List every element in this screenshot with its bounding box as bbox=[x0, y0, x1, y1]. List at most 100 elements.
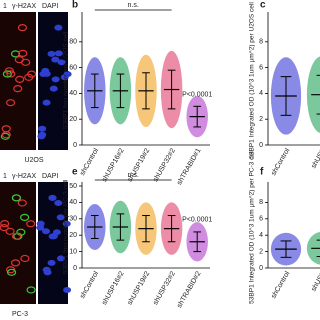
x-tick-label: shUSP32#2 bbox=[152, 147, 177, 183]
nucleus bbox=[48, 233, 57, 240]
x-tick-label: shUSP bbox=[310, 270, 320, 293]
panel-label: e bbox=[72, 167, 78, 178]
nucleus bbox=[57, 59, 66, 66]
y-tick-label: 8 bbox=[259, 199, 263, 206]
nucleus bbox=[11, 194, 21, 202]
marker-label: γ-H2AX bbox=[12, 173, 36, 180]
y-tick-label: 0 bbox=[259, 142, 263, 149]
nucleus bbox=[20, 213, 30, 221]
x-tick-label: shControl bbox=[79, 270, 100, 300]
x-tick-label: shUSP16#2 bbox=[101, 147, 126, 183]
nucleus bbox=[49, 85, 58, 92]
cell-line-label: U2OS bbox=[24, 157, 43, 164]
nucleus bbox=[17, 199, 27, 207]
image-panel bbox=[38, 182, 68, 304]
y-tick-label: 20 bbox=[69, 116, 77, 123]
nucleus bbox=[20, 254, 30, 263]
x-tick-label: shControl bbox=[79, 147, 100, 177]
nucleus bbox=[38, 131, 47, 138]
nucleus bbox=[5, 99, 16, 107]
nucleus bbox=[36, 224, 45, 231]
nucleus bbox=[15, 75, 25, 83]
nucleus bbox=[26, 286, 36, 294]
x-tick-label: shUSP32#2 bbox=[152, 270, 177, 306]
nucleus bbox=[41, 67, 50, 74]
y-tick-label: 80 bbox=[69, 39, 77, 46]
nucleus bbox=[42, 99, 51, 106]
y-tick-label: 60 bbox=[69, 64, 77, 71]
x-tick-label: shUSP bbox=[310, 147, 320, 170]
image-panel bbox=[0, 12, 36, 150]
nucleus bbox=[62, 220, 71, 227]
nucleus bbox=[4, 67, 14, 75]
y-tick-label: 30 bbox=[69, 216, 77, 223]
nucleus bbox=[48, 194, 57, 201]
x-tick-label: shControl bbox=[270, 270, 291, 300]
nucleus bbox=[24, 73, 34, 81]
nucleus bbox=[0, 220, 10, 228]
stain-label: DAPI bbox=[42, 3, 58, 10]
nucleus bbox=[54, 50, 63, 57]
annotation: n.s. bbox=[128, 172, 139, 179]
y-tick-label: 2 bbox=[259, 116, 263, 123]
y-tick-label: 6 bbox=[259, 64, 263, 71]
y-tick-label: 6 bbox=[259, 216, 263, 223]
nucleus bbox=[47, 50, 56, 57]
nucleus bbox=[13, 85, 23, 93]
nucleus bbox=[1, 131, 11, 139]
y-tick-label: 40 bbox=[69, 199, 77, 206]
nucleus bbox=[26, 220, 36, 228]
nucleus bbox=[42, 228, 51, 235]
nucleus bbox=[21, 58, 31, 66]
nucleus bbox=[56, 255, 65, 262]
y-tick-label: 4 bbox=[259, 90, 263, 97]
nucleus bbox=[51, 56, 60, 63]
nucleus bbox=[54, 24, 63, 31]
y-tick-label: 50 bbox=[69, 183, 77, 190]
annotation: n.s. bbox=[128, 2, 139, 9]
panel-label: f bbox=[260, 167, 264, 178]
y-tick-label: 20 bbox=[69, 232, 77, 239]
nucleus bbox=[51, 76, 60, 83]
nucleus bbox=[47, 259, 56, 266]
x-tick-label: shTRABID#2 bbox=[176, 270, 203, 309]
x-tick-label: shUSP19#2 bbox=[127, 270, 152, 306]
column-number: 1 bbox=[3, 3, 7, 10]
y-tick-label: 0 bbox=[73, 142, 77, 149]
y-tick-label: 0 bbox=[259, 265, 263, 272]
y-tick-label: 2 bbox=[259, 248, 263, 255]
stain-label: DAPI bbox=[42, 173, 58, 180]
nucleus bbox=[56, 214, 65, 221]
nucleus bbox=[43, 269, 52, 276]
nucleus bbox=[18, 49, 28, 57]
y-tick-label: 0 bbox=[73, 265, 77, 272]
nucleus bbox=[54, 199, 63, 206]
y-tick-label: 4 bbox=[259, 232, 263, 239]
nucleus bbox=[38, 125, 47, 132]
micrographs bbox=[0, 12, 72, 304]
nucleus bbox=[5, 227, 15, 235]
x-tick-label: shControl bbox=[270, 147, 291, 177]
marker-label: γ-H2AX bbox=[12, 3, 36, 10]
nucleus bbox=[17, 24, 28, 32]
x-tick-label: shTRABID#1 bbox=[176, 147, 203, 186]
column-number: 1 bbox=[3, 173, 7, 180]
y-axis-label: 53BP1 Integrated OD (10^3 1um µm^2) per … bbox=[249, 2, 256, 159]
annotation: P<0.0001 bbox=[182, 91, 212, 98]
cell-line-label: PC-3 bbox=[12, 311, 28, 318]
nucleus bbox=[0, 223, 9, 232]
panel-label: b bbox=[72, 0, 78, 11]
nucleus bbox=[10, 259, 21, 267]
nucleus bbox=[6, 268, 17, 276]
nucleus bbox=[60, 74, 69, 81]
panel-label: c bbox=[260, 0, 266, 11]
nucleus bbox=[63, 286, 72, 293]
x-tick-label: shUSP16#2 bbox=[101, 270, 126, 306]
y-axis-label: 53BP1 foci number per PC-3 cell bbox=[63, 179, 70, 274]
y-tick-label: 8 bbox=[259, 39, 263, 46]
y-tick-label: 10 bbox=[69, 248, 77, 255]
y-axis-label: 53BP1 Integrated OD (10^3 1um µm^2) per … bbox=[249, 150, 256, 304]
nucleus bbox=[12, 232, 22, 240]
